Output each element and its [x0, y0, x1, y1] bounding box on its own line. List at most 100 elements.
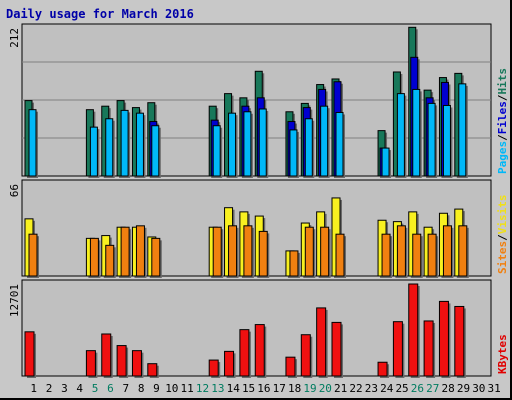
bar-kbytes-kbytes-day26 [408, 283, 419, 377]
bar-kbytes-kbytes-day13 [208, 359, 219, 377]
bar-hits-pages-day20 [320, 105, 329, 177]
bar-kbytes-kbytes-day14 [224, 350, 235, 377]
bar-visits-sites-day15 [243, 225, 253, 277]
x-tick-label-7: 7 [122, 382, 129, 395]
bar-kbytes-kbytes-day28 [438, 300, 449, 377]
legend-sites: Sites [496, 241, 509, 274]
bar-kbytes-kbytes-day1 [24, 331, 35, 377]
bar-hits-pages-day14 [228, 112, 237, 177]
x-tick-label-8: 8 [138, 382, 145, 395]
bar-kbytes-kbytes-day18 [285, 356, 296, 377]
x-tick-label-21: 21 [334, 382, 347, 395]
bar-visits-sites-day5 [89, 237, 99, 277]
x-tick-label-28: 28 [442, 382, 455, 395]
legend-separator: / [496, 234, 509, 241]
bar-visits-sites-day20 [320, 226, 330, 277]
x-tick-label-26: 26 [411, 382, 424, 395]
bar-kbytes-kbytes-day19 [300, 334, 311, 377]
legend-pages: Pages [496, 141, 509, 174]
bar-visits-sites-day14 [228, 225, 238, 277]
bar-visits-sites-day18 [289, 250, 299, 277]
panel-kbytes-ymax-label: 12701 [8, 284, 21, 317]
bar-visits-sites-day24 [381, 233, 391, 277]
x-tick-label-9: 9 [153, 382, 160, 395]
bar-kbytes-kbytes-day25 [392, 321, 403, 377]
x-tick-label-4: 4 [76, 382, 83, 395]
bar-hits-pages-day24 [381, 147, 390, 177]
bar-visits-sites-day25 [396, 225, 406, 277]
bar-kbytes-kbytes-day5 [85, 350, 96, 377]
bar-hits-pages-day9 [151, 125, 160, 177]
x-tick-label-15: 15 [242, 382, 255, 395]
bar-visits-sites-day8 [135, 225, 145, 277]
legend-hits: Hits [496, 68, 509, 95]
bar-hits-pages-day26 [412, 88, 421, 177]
x-tick-label-14: 14 [227, 382, 241, 395]
bar-kbytes-kbytes-day29 [454, 305, 465, 377]
x-tick-label-5: 5 [92, 382, 99, 395]
x-tick-label-2: 2 [46, 382, 53, 395]
bar-hits-pages-day21 [335, 111, 344, 177]
x-tick-label-18: 18 [288, 382, 301, 395]
legend-separator: / [496, 94, 509, 101]
x-tick-label-11: 11 [181, 382, 194, 395]
x-tick-label-23: 23 [365, 382, 378, 395]
x-tick-label-25: 25 [395, 382, 408, 395]
x-tick-label-16: 16 [257, 382, 270, 395]
bar-hits-pages-day19 [304, 118, 313, 177]
x-tick-label-30: 30 [472, 382, 485, 395]
bar-hits-pages-day27 [427, 102, 436, 177]
x-tick-label-19: 19 [303, 382, 316, 395]
x-tick-label-20: 20 [319, 382, 332, 395]
bar-kbytes-kbytes-day16 [254, 324, 265, 377]
bar-visits-sites-day16 [258, 230, 268, 277]
x-tick-label-17: 17 [273, 382, 286, 395]
panel-visits-legend: Sites/Visits [496, 195, 509, 275]
bar-visits-sites-day21 [335, 233, 345, 277]
bar-hits-pages-day5 [89, 126, 98, 177]
bar-visits-sites-day9 [151, 237, 161, 277]
bar-hits-pages-day7 [120, 109, 129, 177]
bar-kbytes-kbytes-day21 [331, 321, 342, 377]
x-tick-label-22: 22 [349, 382, 362, 395]
bar-hits-pages-day6 [105, 118, 114, 177]
bar-kbytes-kbytes-day15 [239, 329, 250, 377]
bar-visits-sites-day29 [458, 225, 468, 277]
panel-kbytes-legend: KBytes [496, 334, 509, 374]
bar-kbytes-kbytes-day24 [377, 361, 388, 377]
x-tick-label-3: 3 [61, 382, 68, 395]
legend-kbytes: KBytes [496, 334, 509, 374]
bar-visits-sites-day13 [212, 226, 222, 277]
bar-hits-pages-day8 [135, 112, 144, 177]
bar-visits-sites-day19 [304, 226, 314, 277]
x-tick-label-1: 1 [30, 382, 37, 395]
legend-visits: Visits [496, 195, 509, 235]
x-tick-label-31: 31 [488, 382, 501, 395]
bar-visits-sites-day26 [412, 233, 422, 277]
bar-hits-pages-day13 [212, 125, 221, 177]
bar-kbytes-kbytes-day6 [101, 333, 112, 377]
legend-separator: / [496, 134, 509, 141]
bar-hits-pages-day29 [458, 83, 467, 177]
legend-files: Files [496, 101, 509, 134]
bar-hits-pages-day1 [28, 109, 37, 177]
bar-kbytes-kbytes-day8 [131, 350, 142, 377]
bar-kbytes-kbytes-day20 [316, 307, 327, 377]
x-tick-label-29: 29 [457, 382, 470, 395]
bar-kbytes-kbytes-day27 [423, 320, 434, 377]
bar-visits-sites-day7 [120, 226, 130, 277]
bar-visits-sites-day27 [427, 233, 437, 277]
bar-hits-pages-day16 [258, 108, 267, 177]
x-tick-label-12: 12 [196, 382, 209, 395]
panel-hits-ymax-label: 212 [8, 28, 21, 48]
bar-kbytes-kbytes-day9 [147, 363, 158, 377]
x-tick-label-24: 24 [380, 382, 394, 395]
bar-visits-sites-day28 [442, 225, 452, 277]
panel-visits-ymax-label: 66 [8, 184, 21, 197]
bar-visits-sites-day6 [105, 244, 115, 277]
bar-visits-sites-day1 [28, 233, 38, 277]
panel-hits-legend: Pages/Files/Hits [496, 68, 509, 174]
x-tick-label-6: 6 [107, 382, 114, 395]
